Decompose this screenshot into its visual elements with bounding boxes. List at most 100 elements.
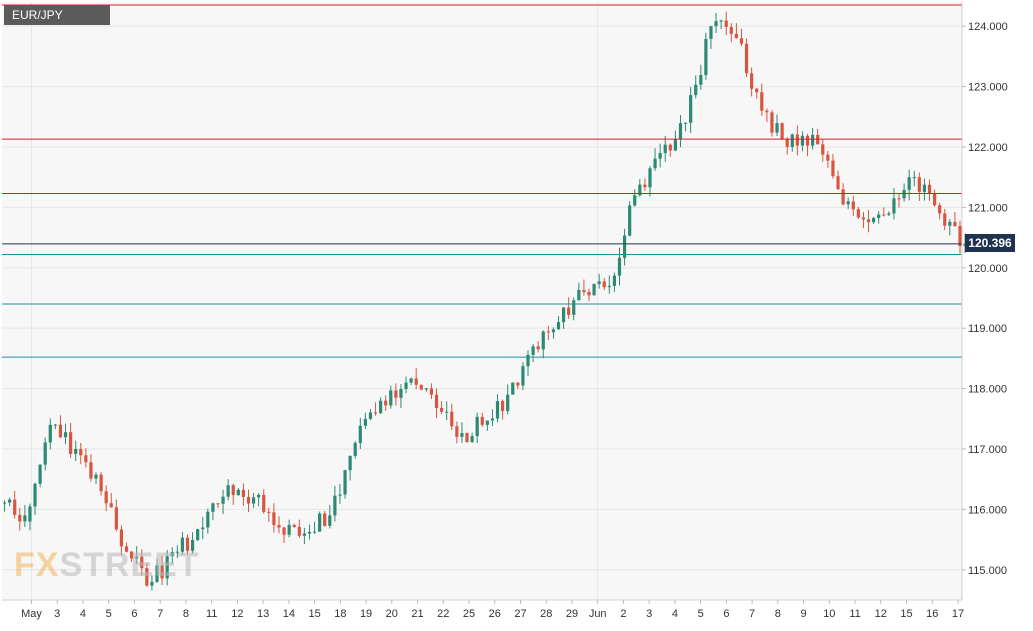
candle-body <box>826 154 830 161</box>
candle-body <box>536 346 540 350</box>
candle-body <box>938 205 942 214</box>
candle-body <box>460 433 464 437</box>
candle-body <box>567 307 571 315</box>
x-tick-label: 7 <box>157 608 163 620</box>
candle-body <box>323 513 327 526</box>
candle-body <box>500 401 505 412</box>
candle-body <box>53 424 57 426</box>
candle-body <box>526 354 530 367</box>
x-tick-label: 10 <box>823 608 835 620</box>
candle-body <box>282 527 286 535</box>
candle-body <box>445 411 449 413</box>
candle-body <box>409 378 413 383</box>
candle-body <box>18 514 22 522</box>
candle-body <box>404 382 408 389</box>
x-tick-label: 2 <box>620 608 626 620</box>
candle-body <box>612 275 617 286</box>
candle-body <box>622 235 627 258</box>
x-tick-label: 3 <box>646 608 652 620</box>
x-tick-label: 8 <box>183 608 189 620</box>
x-tick-label: 11 <box>849 608 860 620</box>
candle-body <box>734 33 738 39</box>
candle-body <box>511 382 515 395</box>
candle-body <box>312 531 317 533</box>
level-lines <box>2 4 962 358</box>
y-tick-label: 119.000 <box>968 323 1007 335</box>
candle-body <box>180 537 185 552</box>
candle-body <box>465 433 469 442</box>
x-tick-label: 25 <box>463 608 475 620</box>
x-tick-label: 8 <box>775 608 781 620</box>
candle-body <box>13 499 17 515</box>
candle-body <box>597 281 601 285</box>
candle-body <box>119 529 124 547</box>
candle-body <box>673 139 677 151</box>
candle-body <box>38 464 42 484</box>
candle-body <box>800 135 805 146</box>
candle-body <box>160 565 164 579</box>
candle-body <box>678 123 683 140</box>
candle-body <box>201 527 205 530</box>
candle-body <box>89 462 93 479</box>
x-tick-label: 3 <box>54 608 60 620</box>
candle-body <box>851 201 855 210</box>
candle-body <box>805 135 810 146</box>
candle-body <box>99 474 103 492</box>
candle-body <box>490 418 495 421</box>
candle-body <box>648 168 652 188</box>
candle-body <box>892 198 896 214</box>
candle-body <box>33 483 37 507</box>
candle-body <box>399 388 403 398</box>
candle-body <box>943 213 947 226</box>
candle-body <box>69 432 73 454</box>
grid-lines <box>2 2 962 600</box>
x-tick-label: May <box>21 608 42 620</box>
x-tick-label: 12 <box>231 608 243 620</box>
candle-body <box>602 281 606 288</box>
candle-body <box>887 213 891 215</box>
candle-body <box>836 176 840 190</box>
candle-body <box>277 524 281 528</box>
candle-body <box>795 134 799 146</box>
candle-body <box>765 110 769 113</box>
candle-body <box>561 307 566 323</box>
candle-body <box>226 485 230 497</box>
candle-body <box>770 112 774 133</box>
candle-body <box>866 219 871 223</box>
candle-body <box>633 195 637 206</box>
candle-body <box>846 201 850 205</box>
candle-body <box>546 331 550 333</box>
candle-body <box>607 285 611 288</box>
candle-body <box>185 537 190 551</box>
candle-body <box>114 507 118 530</box>
candle-body <box>272 512 276 525</box>
candle-body <box>739 38 744 44</box>
candle-body <box>831 160 835 177</box>
candle-body <box>419 384 423 390</box>
candle-body <box>709 26 713 39</box>
candle-body <box>414 378 418 385</box>
candle-body <box>394 390 398 398</box>
candle-body <box>541 331 545 350</box>
x-tick-label: 13 <box>257 608 269 620</box>
candle-body <box>948 221 952 226</box>
y-tick-label: 118.000 <box>968 384 1007 396</box>
y-tick-label: 115.000 <box>968 565 1007 577</box>
candle-body <box>297 526 301 536</box>
candle-body <box>267 511 271 513</box>
candle-body <box>506 394 510 412</box>
candle-body <box>333 495 337 516</box>
x-tick-label: 15 <box>308 608 320 620</box>
candle-body <box>592 284 596 296</box>
candle-body <box>683 122 688 124</box>
candle-body <box>84 455 88 463</box>
candle-body <box>175 551 179 553</box>
candle-body <box>628 205 632 236</box>
candle-body <box>368 412 373 419</box>
candle-body <box>231 485 235 496</box>
x-tick-label: 6 <box>723 608 729 620</box>
y-tick-label: 124.000 <box>968 21 1008 33</box>
y-tick-label: 123.000 <box>968 82 1008 94</box>
